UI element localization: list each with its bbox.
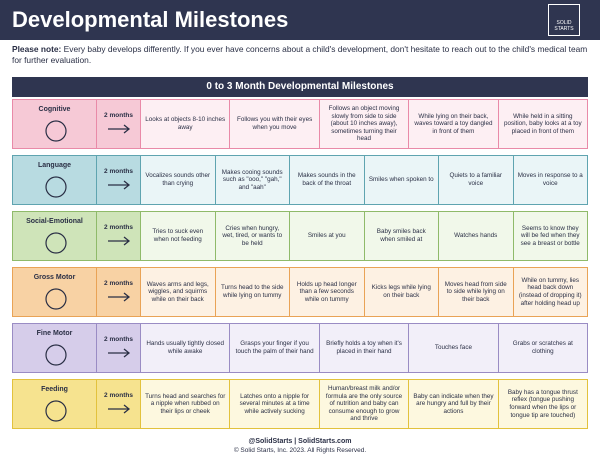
milestone-cell: Waves arms and legs, wiggles, and squirm…	[141, 268, 216, 316]
milestone-row: Gross Motor 2 months Waves arms and legs, …	[12, 267, 588, 317]
milestone-cell: While held in a sitting position, baby l…	[503, 112, 582, 135]
milestone-cell: Quiets to a familiar voice	[439, 156, 514, 204]
age-label: 2 months	[104, 336, 133, 343]
footer-line1: @SolidStarts | SolidStarts.com	[248, 438, 352, 445]
footer-line2: © Solid Starts, Inc. 2023. All Rights Re…	[233, 447, 367, 454]
milestone-cell: Holds up head longer than a few seconds …	[290, 268, 365, 316]
table-title: 0 to 3 Month Developmental Milestones	[12, 77, 588, 97]
category-label: Gross Motor	[33, 274, 76, 281]
category-icon	[45, 288, 67, 310]
milestone-cell: Latches onto a nipple for several minute…	[230, 380, 320, 428]
milestone-cell: Baby smiles back when smiled at	[365, 212, 439, 260]
age-cell: 2 months	[97, 156, 141, 204]
milestone-cell: Tries to suck even when not feeding	[141, 212, 216, 260]
age-cell: 2 months	[97, 212, 141, 260]
milestone-cell: Baby can indicate when they are hungry a…	[409, 380, 499, 428]
note-text: Every baby develops differently. If you …	[12, 44, 588, 65]
milestone-cell: Makes cooing sounds such as "ooo," "gah,…	[216, 156, 290, 204]
category-icon	[45, 344, 67, 366]
arrow	[108, 404, 131, 414]
age-cell: 2 months	[97, 100, 141, 148]
arrow	[108, 236, 131, 246]
footer: @SolidStarts | SolidStarts.com © Solid St…	[0, 437, 600, 455]
milestone-cell: Baby has a tongue thrust reflex (tongue …	[507, 388, 578, 419]
milestone-cell: Human/breast milk and/or formula are the…	[320, 380, 410, 428]
age-label: 2 months	[104, 168, 133, 175]
milestone-cell: Hands usually tightly closed while awake	[141, 324, 231, 372]
category-cell: Gross Motor	[13, 268, 97, 316]
milestone-cell: Looks at objects 8-10 inches away	[141, 100, 231, 148]
arrow	[108, 292, 131, 302]
milestone-cell: Touches face	[409, 324, 499, 372]
logo-bottom: STARTS	[554, 26, 574, 32]
milestone-row: Social-Emotional 2 months Tries to suck ev…	[12, 211, 588, 261]
milestone-cell: Follows an object moving slowly from sid…	[320, 100, 410, 148]
age-label: 2 months	[104, 280, 133, 287]
milestone-row: Language 2 months Vocalizes sounds other t…	[12, 155, 588, 205]
milestone-cell: Grabs or scratches at clothing	[512, 340, 573, 355]
milestone-cell: Moves in response to a voice	[517, 172, 583, 187]
category-icon	[45, 400, 67, 422]
milestone-cell: Cries when hungry, wet, tired, or wants …	[216, 212, 290, 260]
category-label: Fine Motor	[36, 330, 73, 337]
milestone-cell: Smiles at you	[290, 212, 365, 260]
title: Developmental Milestones	[12, 7, 289, 32]
category-cell: Feeding	[13, 380, 97, 428]
milestone-cell: Turns head and searches for a nipple whe…	[141, 380, 231, 428]
category-icon	[45, 176, 67, 198]
category-label: Language	[37, 162, 72, 169]
milestone-cell: While lying on their back, waves toward …	[409, 100, 499, 148]
category-label: Social-Emotional	[26, 218, 83, 225]
age-cell: 2 months	[97, 380, 141, 428]
age-label: 2 months	[104, 392, 133, 399]
note: Please note: Every baby develops differe…	[12, 44, 590, 66]
age-cell: 2 months	[97, 324, 141, 372]
note-label: Please note:	[12, 44, 62, 54]
category-label: Feeding	[41, 386, 68, 393]
milestone-cell: Kicks legs while lying on their back	[365, 268, 439, 316]
milestone-cell: Smiles when spoken to	[365, 156, 439, 204]
category-cell: Cognitive	[13, 100, 97, 148]
milestone-cell: Moves head from side to side while lying…	[439, 268, 514, 316]
logo-top: SOLID	[556, 20, 572, 26]
arrow	[108, 348, 131, 358]
category-label: Cognitive	[38, 106, 71, 113]
milestone-row: Cognitive 2 months Looks at objects 8-10 i…	[12, 99, 588, 149]
age-label: 2 months	[104, 224, 133, 231]
milestone-row: Feeding 2 months Turns head and searches f…	[12, 379, 588, 429]
category-cell: Social-Emotional	[13, 212, 97, 260]
milestone-cell: While on tummy, lies head back down (ins…	[518, 276, 582, 307]
arrow	[108, 124, 131, 134]
milestone-cell: Follows you with their eyes when you mov…	[230, 100, 320, 148]
milestone-cell: Watches hands	[439, 212, 514, 260]
milestone-cell: Turns head to the side while lying on tu…	[216, 268, 290, 316]
table: Cognitive 2 months Looks at objects 8-10 i…	[12, 99, 588, 435]
arrow	[108, 180, 131, 190]
age-cell: 2 months	[97, 268, 141, 316]
category-cell: Fine Motor	[13, 324, 97, 372]
age-label: 2 months	[104, 112, 133, 119]
milestone-cell: Seems to know they will be fed when they…	[520, 224, 580, 247]
header: Developmental Milestones SOLID STARTS	[0, 0, 600, 40]
category-icon	[45, 232, 67, 254]
milestone-cell: Grasps your finger if you touch the palm…	[230, 324, 320, 372]
category-icon	[45, 120, 67, 142]
milestone-cell: Makes sounds in the back of the throat	[290, 156, 365, 204]
category-cell: Language	[13, 156, 97, 204]
milestone-cell: Vocalizes sounds other than crying	[141, 156, 216, 204]
milestone-cell: Briefly holds a toy when it's placed in …	[320, 324, 410, 372]
milestone-row: Fine Motor 2 months Hands usually tightly …	[12, 323, 588, 373]
logo: SOLID STARTS	[548, 4, 580, 36]
